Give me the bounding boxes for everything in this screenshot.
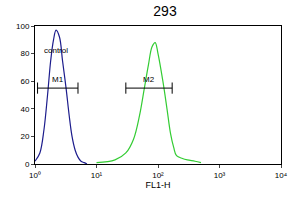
- svg-text:40: 40: [20, 105, 29, 114]
- svg-text:100: 100: [16, 22, 30, 31]
- svg-text:10⁰: 10⁰: [29, 171, 41, 180]
- svg-text:10⁴: 10⁴: [275, 171, 288, 180]
- svg-text:M2: M2: [143, 75, 155, 84]
- svg-text:10²: 10²: [152, 171, 164, 180]
- svg-text:10¹: 10¹: [91, 171, 103, 180]
- svg-text:80: 80: [20, 49, 29, 58]
- svg-text:20: 20: [20, 132, 29, 141]
- svg-text:M1: M1: [52, 75, 64, 84]
- svg-text:10³: 10³: [214, 171, 226, 180]
- svg-text:0: 0: [25, 160, 30, 169]
- svg-text:60: 60: [20, 77, 29, 86]
- svg-text:293: 293: [153, 3, 177, 19]
- svg-text:FL1-H: FL1-H: [145, 180, 170, 190]
- svg-text:control: control: [44, 46, 68, 55]
